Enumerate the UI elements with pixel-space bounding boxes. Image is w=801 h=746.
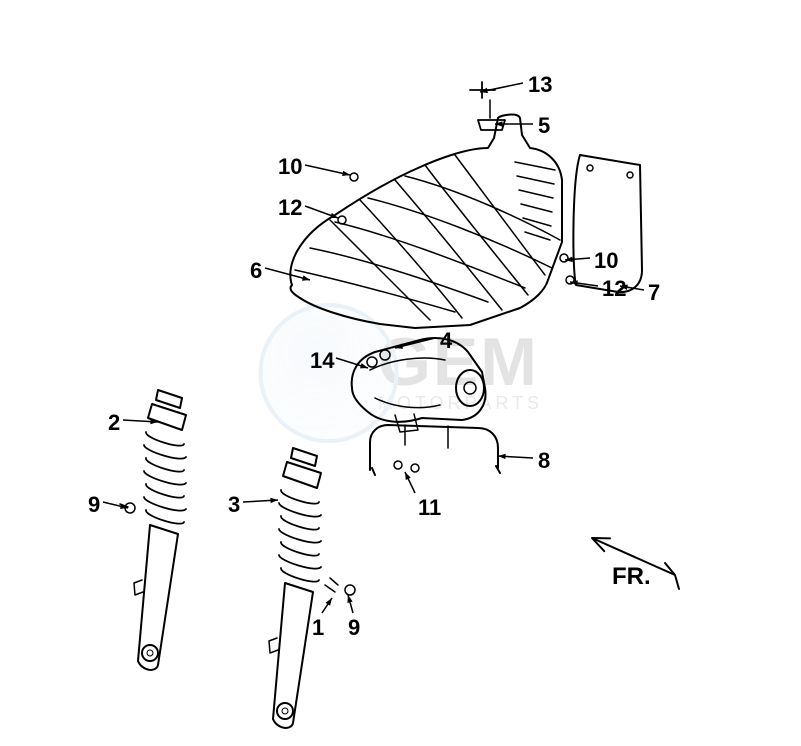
fr-direction-label: FR. [612,563,651,591]
fr-direction-arrow [0,0,801,746]
parts-diagram: GEM MOTORPARTS 135101261012741428119319 … [0,0,801,746]
